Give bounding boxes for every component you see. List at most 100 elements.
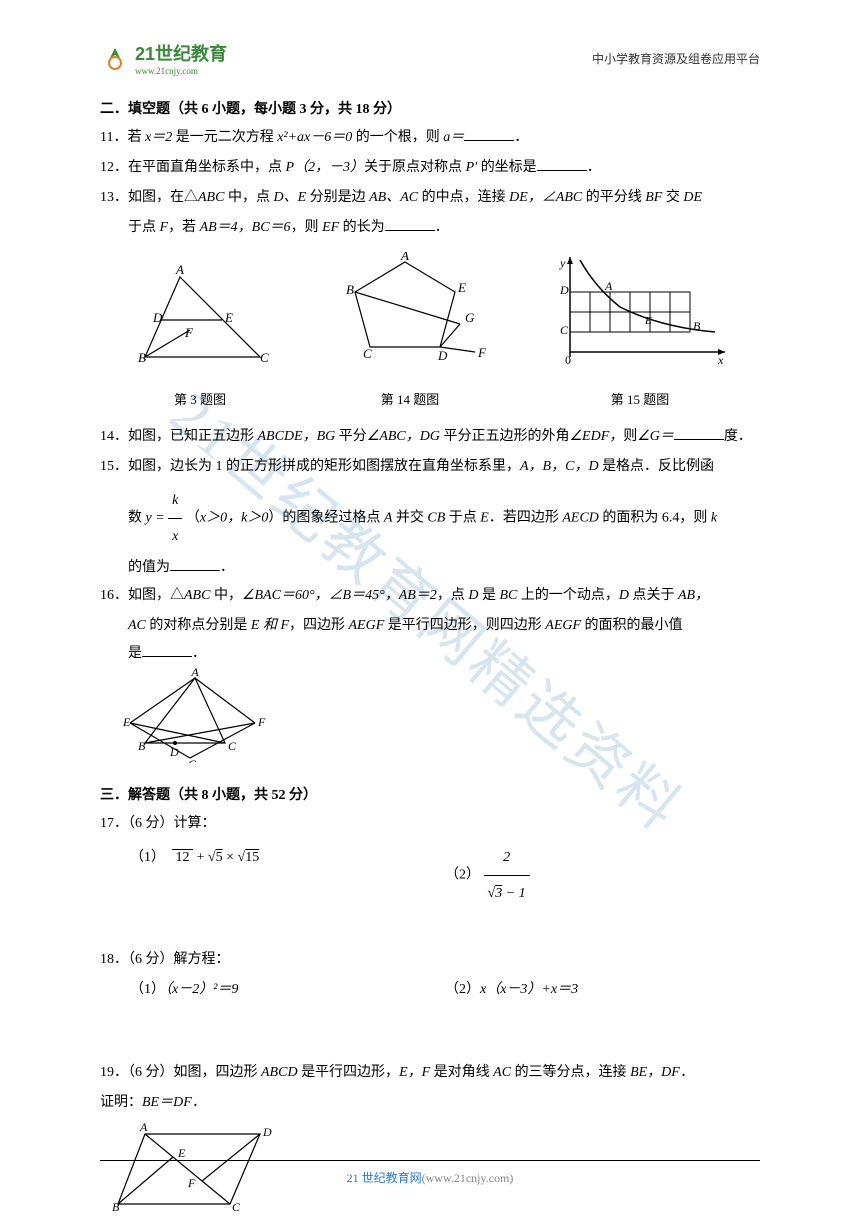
- label: （1）: [130, 982, 165, 997]
- blank: [170, 557, 220, 571]
- q19-proof: 证明：BE＝DF．: [100, 1089, 760, 1117]
- q-text: 在平面直角坐标系中，点: [128, 160, 286, 175]
- q16: 16．如图，△ABC 中，∠BAC＝60°，∠B＝45°，AB＝2，点 D 是 …: [100, 582, 760, 610]
- q-text: 是一元二次方程: [172, 130, 277, 145]
- frac-num: 2: [484, 840, 530, 876]
- svg-text:A: A: [175, 262, 184, 277]
- q-text: 是: [478, 588, 499, 603]
- figure-3: A D E F B C 第 3 题图: [130, 262, 270, 413]
- svg-text:C: C: [560, 323, 569, 337]
- q-text: 是: [128, 646, 142, 661]
- q-text: 是平行四边形，则四边形: [384, 618, 545, 633]
- content: 二．填空题（共 6 小题，每小题 3 分，共 18 分） 11．若 x＝2 是一…: [100, 96, 760, 1225]
- v: E: [480, 511, 489, 526]
- q-num: 18．: [100, 952, 128, 967]
- svg-text:F: F: [477, 345, 487, 360]
- q-text: ，点: [437, 588, 469, 603]
- svg-text:F: F: [257, 715, 266, 729]
- q-num: 16．: [100, 588, 128, 603]
- v: AB、AC: [369, 190, 418, 205]
- v: EF: [322, 220, 339, 235]
- q-text: ，则: [291, 220, 323, 235]
- q-num: 11．: [100, 130, 127, 145]
- v: AB，: [678, 588, 709, 603]
- eq: x＝2: [145, 130, 172, 145]
- svg-text:B: B: [112, 1200, 120, 1214]
- svg-text:D: D: [152, 310, 163, 325]
- v: AEGF: [349, 618, 385, 633]
- pts: （6 分）: [128, 816, 174, 831]
- svg-text:B: B: [693, 319, 701, 333]
- v: AB＝4，BC＝6: [200, 220, 291, 235]
- q-text: 的对称点分别是: [146, 618, 251, 633]
- pts: （6 分）: [128, 1065, 174, 1080]
- v: AECD: [562, 511, 599, 526]
- q-num: 12．: [100, 160, 128, 175]
- q-text: 证明：: [100, 1095, 142, 1110]
- q-text: ．: [192, 646, 206, 661]
- svg-text:y: y: [559, 256, 566, 270]
- fig19-svg: A D B C E F: [110, 1119, 280, 1214]
- fig-label: 第 15 题图: [550, 387, 730, 413]
- q18-2: （2）x（x－3）+x＝3: [445, 976, 760, 1004]
- figure-15: D C A E B 0 x y 第 15 题图: [550, 252, 730, 413]
- frac-num: k: [168, 483, 182, 519]
- q-text: 中，点: [224, 190, 273, 205]
- logo-cn-text: 21世纪教育: [135, 40, 227, 66]
- q13-cont: 于点 F，若 AB＝4，BC＝6，则 EF 的长为．: [128, 214, 760, 242]
- q-text: 如图，已知正五边形: [128, 429, 258, 444]
- pts: （6 分）: [128, 952, 174, 967]
- q-text: ，若: [168, 220, 200, 235]
- eq: x²+ax－6＝0: [277, 130, 352, 145]
- fraction: kx: [168, 483, 182, 554]
- header-right-text: 中小学教育资源及组卷应用平台: [592, 50, 760, 67]
- v: E，F: [399, 1065, 430, 1080]
- q-num: 14．: [100, 429, 128, 444]
- blank: [142, 643, 192, 657]
- q-text: 的一个根，则: [352, 130, 443, 145]
- q-text: ）的图象经过格点: [268, 511, 384, 526]
- fig14-svg: A B E C D F G: [330, 252, 490, 372]
- q-text: 如图，边长为 1 的正方形拼成的矩形如图摆放在直角坐标系里，: [128, 459, 520, 474]
- q-text: 的坐标是: [481, 160, 537, 175]
- q-text: ．: [514, 130, 528, 145]
- q-text: ．: [587, 160, 601, 175]
- eq: x（x－3）+x＝3: [480, 982, 578, 997]
- q-text: 如图，在△: [128, 190, 198, 205]
- q-text: （: [186, 511, 200, 526]
- blank: [674, 426, 724, 440]
- q-text: 关于原点对称点: [364, 160, 466, 175]
- q17-subs: （1） 12 + √5 × √15 （2） 2√3 − 1: [130, 840, 760, 911]
- v: y =: [146, 511, 165, 526]
- label: （1）: [130, 850, 165, 865]
- q17-1: （1） 12 + √5 × √15: [130, 840, 445, 911]
- v: BE＝DF．: [142, 1095, 206, 1110]
- fig3-svg: A D E F B C: [130, 262, 270, 372]
- q13: 13．如图，在△ABC 中，点 D、E 分别是边 AB、AC 的中点，连接 DE…: [100, 184, 760, 212]
- q-text: 上的一个动点，: [517, 588, 619, 603]
- q-text: 若: [127, 130, 145, 145]
- v: E 和 F: [251, 618, 289, 633]
- var: a＝: [443, 130, 464, 145]
- svg-text:G: G: [465, 310, 475, 325]
- svg-text:D: D: [262, 1125, 272, 1139]
- v: BF: [645, 190, 662, 205]
- q-num: 13．: [100, 190, 128, 205]
- v: x＞0，k＞0: [200, 511, 268, 526]
- svg-text:A: A: [190, 668, 199, 679]
- svg-text:F: F: [187, 1176, 196, 1190]
- blank: [537, 157, 587, 171]
- v: CB: [427, 511, 445, 526]
- svg-text:C: C: [260, 350, 269, 365]
- q-text: 并交: [392, 511, 427, 526]
- figure-14: A B E C D F G 第 14 题图: [330, 252, 490, 413]
- svg-text:C: C: [228, 739, 237, 753]
- label: （2）: [445, 868, 480, 883]
- fig-label: 第 3 题图: [130, 387, 270, 413]
- logo-url: www.21cnjy.com: [135, 66, 227, 76]
- q-text: 的平分线: [582, 190, 645, 205]
- frac-den: √3 − 1: [484, 876, 530, 911]
- v: F: [160, 220, 169, 235]
- q17: 17．（6 分）计算：: [100, 810, 760, 838]
- q-text: 的三等分点，连接: [511, 1065, 630, 1080]
